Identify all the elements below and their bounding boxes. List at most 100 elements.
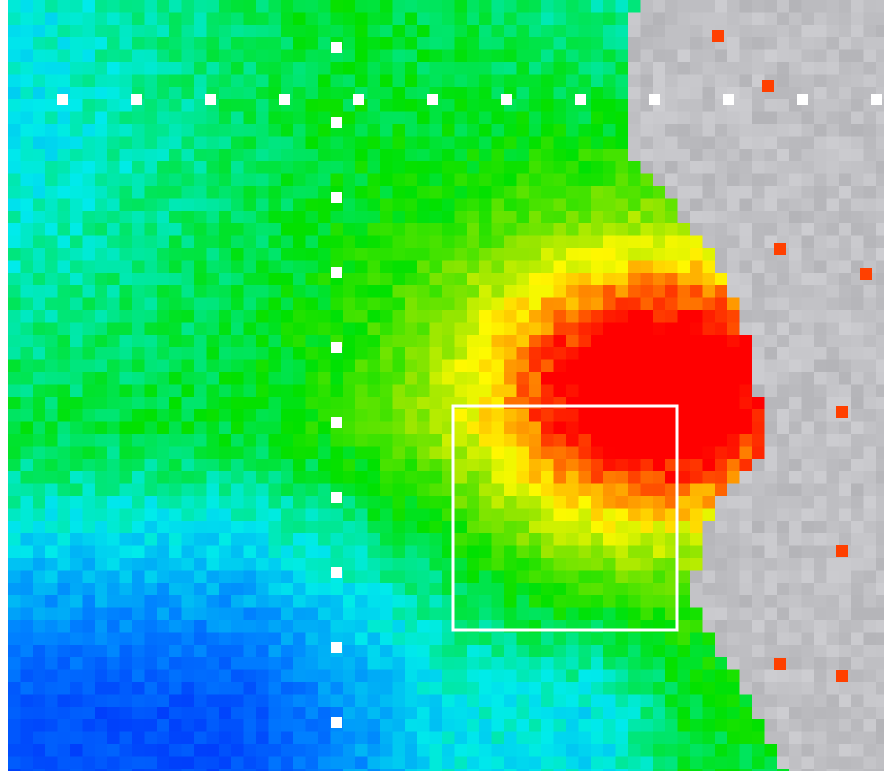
cell (752, 24, 765, 38)
cell (690, 744, 703, 757)
cell (70, 458, 83, 472)
cell (541, 595, 555, 609)
cell (94, 347, 108, 361)
red-dot (836, 406, 848, 418)
cell (838, 458, 852, 472)
cell (863, 223, 877, 237)
cell (702, 260, 716, 274)
cell (342, 558, 356, 571)
cell (367, 297, 381, 311)
cell (144, 421, 158, 435)
cell (243, 570, 257, 584)
cell (243, 248, 257, 261)
cell (243, 644, 257, 658)
cell (479, 384, 493, 398)
cell (417, 210, 431, 224)
cell (181, 458, 195, 472)
cell (677, 620, 691, 633)
cell (727, 458, 741, 472)
cell (132, 744, 145, 757)
cell (541, 62, 555, 75)
cell (814, 421, 827, 435)
cell (392, 607, 406, 621)
cell (727, 248, 741, 261)
cell (32, 12, 46, 26)
cell (838, 359, 852, 373)
cell (8, 74, 21, 88)
cell (194, 161, 207, 175)
cell (714, 607, 728, 621)
cell (801, 186, 815, 199)
cell (392, 62, 406, 75)
cell (851, 657, 865, 671)
cell (231, 706, 245, 720)
cell (541, 161, 555, 175)
cell (94, 421, 108, 435)
cell (45, 545, 59, 559)
cell (553, 260, 567, 274)
cell (652, 198, 666, 212)
cell (466, 545, 480, 559)
cell (690, 148, 703, 162)
cell (690, 483, 703, 497)
cell (181, 136, 195, 150)
cell (367, 694, 381, 708)
cell (380, 731, 393, 745)
cell (305, 223, 319, 237)
cell (330, 372, 344, 385)
cell (256, 657, 269, 671)
cell (479, 421, 493, 435)
cell (392, 186, 406, 199)
cell (764, 731, 778, 745)
cell (727, 744, 741, 757)
cell (491, 136, 505, 150)
cell (119, 520, 133, 534)
cell (231, 756, 245, 770)
cell (528, 719, 542, 733)
cell (268, 669, 282, 683)
cell (615, 173, 629, 187)
cell (640, 545, 654, 559)
cell (380, 719, 393, 733)
cell (342, 545, 356, 559)
cell (218, 99, 232, 113)
cell (194, 533, 207, 547)
cell (194, 657, 207, 671)
cell (466, 496, 480, 509)
cell (801, 359, 815, 373)
cell (94, 719, 108, 733)
cell (94, 533, 108, 547)
cell (640, 570, 654, 584)
cell (156, 558, 170, 571)
cell (206, 496, 220, 509)
cell (8, 706, 21, 720)
cell (243, 148, 257, 162)
cell (355, 520, 369, 534)
cell (541, 396, 555, 410)
cell (714, 210, 728, 224)
cell (268, 260, 282, 274)
cell (789, 272, 803, 286)
cell (590, 706, 604, 720)
cell (479, 570, 493, 584)
cell (739, 458, 753, 472)
cell (330, 508, 344, 522)
cell (293, 37, 307, 51)
cell (367, 719, 381, 733)
cell (603, 570, 617, 584)
cell (442, 86, 455, 100)
cell (801, 111, 815, 125)
cell (169, 74, 183, 88)
cell (256, 768, 269, 771)
cell (640, 396, 654, 410)
cell (491, 682, 505, 695)
cell (82, 533, 96, 547)
cell (652, 148, 666, 162)
cell (628, 731, 641, 745)
cell (640, 644, 654, 658)
cell (94, 310, 108, 323)
cell (814, 186, 827, 199)
cell (144, 359, 158, 373)
cell (752, 161, 765, 175)
cell (752, 235, 765, 249)
